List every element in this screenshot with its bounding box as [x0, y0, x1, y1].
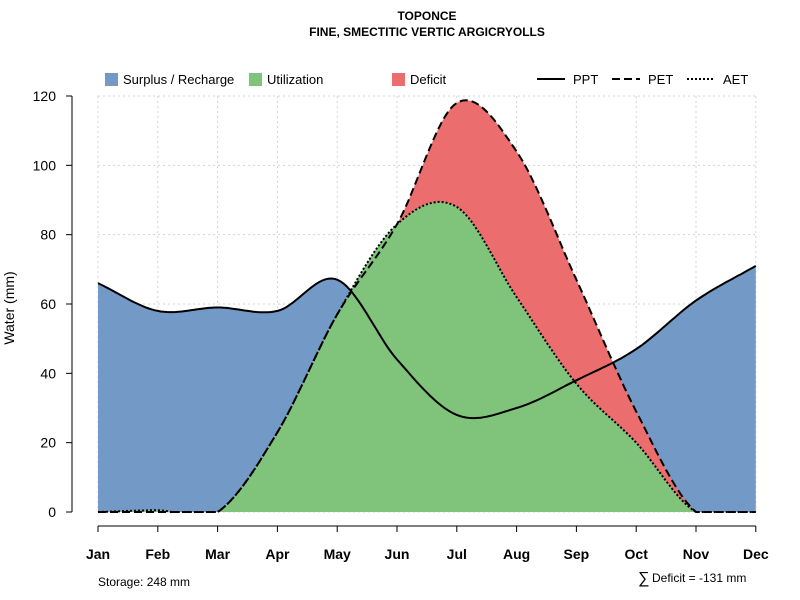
x-tick-label-may: May [324, 546, 351, 562]
area-utilization [98, 201, 756, 512]
series-lines [97, 99, 757, 513]
series-line-ppt [97, 265, 757, 420]
x-tick-label-jul: Jul [447, 546, 467, 562]
x-tick-label-sep: Sep [564, 546, 590, 562]
y-tick-label-120: 120 [33, 88, 57, 104]
legend-swatch-utilization [249, 73, 262, 86]
legend-label-surplus-recharge: Surplus / Recharge [123, 72, 234, 87]
x-tick-label-oct: Oct [625, 546, 649, 562]
legend-swatch-surplus-recharge [105, 73, 118, 86]
x-tick-label-aug: Aug [503, 546, 530, 562]
y-tick-label-80: 80 [40, 227, 56, 243]
x-tick-label-apr: Apr [265, 546, 290, 562]
chart-subtitle: FINE, SMECTITIC VERTIC ARGICRYOLLS [309, 25, 545, 39]
x-tick-label-mar: Mar [205, 546, 230, 562]
axes: 0 20 40 60 80 100 120 Jan Feb Mar Apr May Jun Jul Aug S… [33, 88, 769, 562]
y-tick-label-40: 40 [40, 365, 56, 381]
water-balance-areas [98, 100, 756, 512]
y-tick-label-0: 0 [48, 504, 56, 520]
legend-label-pet: PET [648, 72, 673, 87]
legend-label-deficit: Deficit [410, 72, 447, 87]
y-tick-label-60: 60 [40, 296, 56, 312]
legend-label-aet: AET [723, 72, 748, 87]
deficit-annotation: Deficit = -131 mm [652, 571, 746, 585]
sum-symbol: ∑ [638, 570, 649, 587]
storage-annotation: Storage: 248 mm [98, 575, 190, 589]
x-tick-label-feb: Feb [145, 546, 170, 562]
legend-swatch-deficit [392, 73, 405, 86]
x-tick-label-nov: Nov [683, 546, 710, 562]
x-tick-label-jan: Jan [86, 546, 110, 562]
x-tick-label-dec: Dec [743, 546, 769, 562]
legend-label-utilization: Utilization [267, 72, 323, 87]
series-line-aet [97, 200, 756, 513]
y-tick-label-20: 20 [40, 435, 56, 451]
chart-title: TOPONCE [397, 9, 456, 23]
x-tick-label-jun: Jun [385, 546, 410, 562]
y-tick-label-100: 100 [33, 157, 57, 173]
legend: Surplus / Recharge Utilization Deficit PPT P… [105, 72, 748, 87]
area-deficit [98, 100, 756, 512]
y-axis-label: Water (mm) [1, 271, 17, 344]
legend-label-ppt: PPT [573, 72, 598, 87]
